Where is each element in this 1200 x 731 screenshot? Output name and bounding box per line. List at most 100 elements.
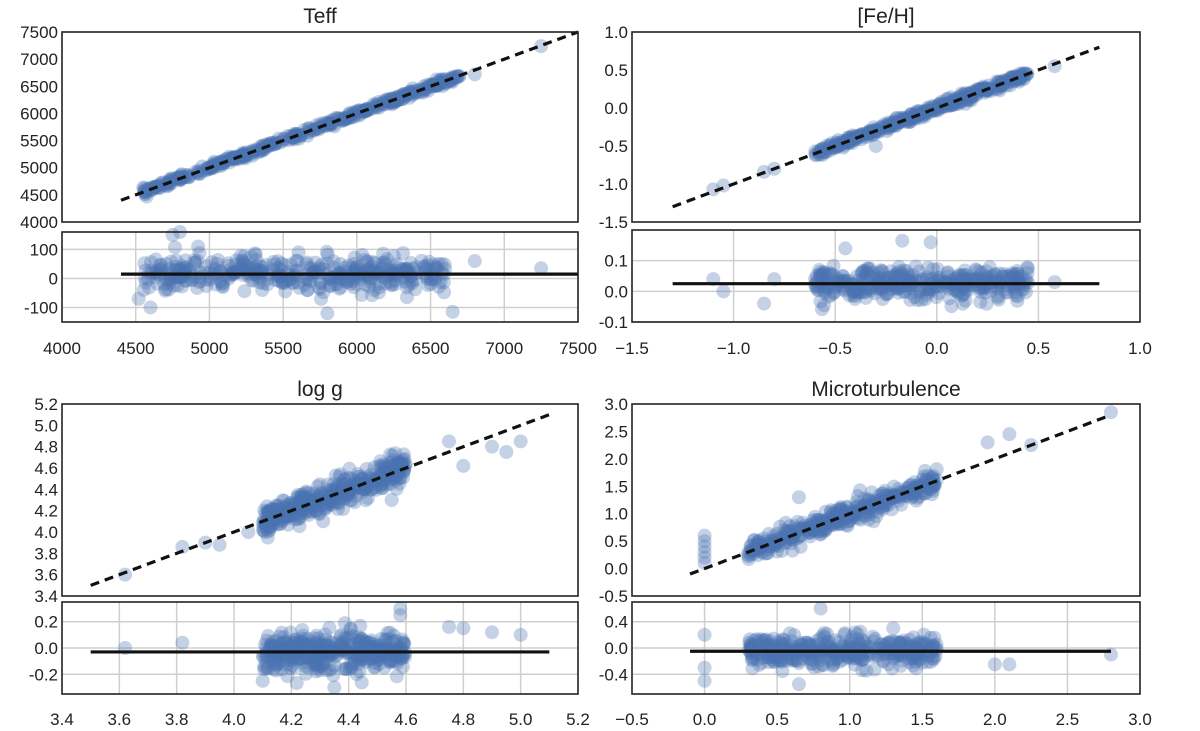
residual-point [141,280,156,295]
residual-point [190,280,205,295]
main-point [990,75,1005,90]
residual-point [209,256,224,271]
main-point [1002,427,1017,442]
residual-point [290,253,305,268]
main-point [419,82,434,97]
main-point [872,124,887,139]
residual-point [853,652,868,667]
main-point [397,86,412,101]
main-point [334,111,349,126]
xtick-label: 4.6 [394,710,418,729]
xtick-label: 5.0 [509,710,533,729]
residual-point [404,273,419,288]
residual-point [534,261,549,276]
main-point [827,141,842,156]
residual-point [275,274,290,289]
residual-point [278,273,293,288]
xtick-label: 4.4 [337,710,361,729]
main-point [154,176,169,191]
residual-point [148,252,163,267]
main-point [889,115,904,130]
main-point [393,471,408,486]
residual-point [384,277,399,292]
main-point [854,132,869,147]
main-point [297,123,312,138]
main-point [1012,70,1027,85]
xtick-label: 3.8 [165,710,189,729]
main-point [137,184,152,199]
residual-point [319,244,334,259]
residual-point [161,282,176,297]
residual-point [697,673,712,688]
main-point [941,99,956,114]
main-point [323,116,338,131]
main-point [268,136,283,151]
residual-point [333,257,348,272]
main-point [1103,405,1118,420]
residual-point [886,621,901,636]
main-ytick-label: 3.8 [34,544,58,563]
main-point [879,118,894,133]
main-point [238,147,253,162]
residual-point [192,274,207,289]
residual-point [431,256,446,271]
residual-point [153,258,168,273]
main-point [442,434,456,449]
xtick-label: 0.5 [1027,339,1051,358]
residual-point [281,273,296,288]
residual-point [420,278,435,293]
residual-point [158,283,173,298]
panel-title: Teff [303,5,337,28]
residual-point [165,227,180,242]
residual-point [423,272,438,287]
xtick-label: 1.0 [1128,339,1152,358]
main-point [223,152,238,167]
main-point [871,123,886,138]
main-ytick-label: 4.4 [34,480,58,499]
main-point [995,78,1010,93]
main-point [278,133,293,148]
main-point [136,180,151,195]
main-point [843,135,858,150]
main-point [836,140,851,155]
residual-point [817,626,832,641]
residual-point [283,257,298,272]
residual-point [300,283,315,298]
residual-point [332,281,347,296]
one-to-one-line [120,30,579,202]
residual-point [253,259,268,274]
main-point [888,116,903,131]
residual-point [228,257,243,272]
residual-point [237,249,252,264]
xtick-label: 7500 [559,339,597,358]
residual-point [248,247,263,262]
panel-2: log g 3.4 3.6 3.8 4.0 4.2 4.4 4.6 4.8 5.0 5.2 -0.2 0… [29,378,590,729]
main-point [387,95,402,110]
main-point [874,120,889,135]
main-point [313,116,328,131]
panel-title: Microturbulence [811,378,960,401]
residual-point [178,253,193,268]
main-point [1005,70,1020,85]
main-point [953,94,968,109]
residual-point [338,260,353,275]
main-ytick-label: 3.4 [34,587,58,606]
residual-point [274,662,289,677]
residual-point [191,239,206,254]
residual-point [252,275,267,290]
xtick-label: 4000 [43,339,81,358]
xtick-label: 4500 [117,339,155,358]
main-point [485,439,499,454]
residual-point [429,260,444,275]
main-ytick-label: 4.8 [34,438,58,457]
main-point [953,94,968,109]
main-point [191,166,206,181]
xtick-label: −1.0 [717,339,751,358]
main-point [391,91,406,106]
main-point [239,145,254,160]
main-point [255,138,270,153]
main-point [822,139,837,154]
main-point [245,146,260,161]
main-point [309,118,324,133]
main-point [904,107,919,122]
